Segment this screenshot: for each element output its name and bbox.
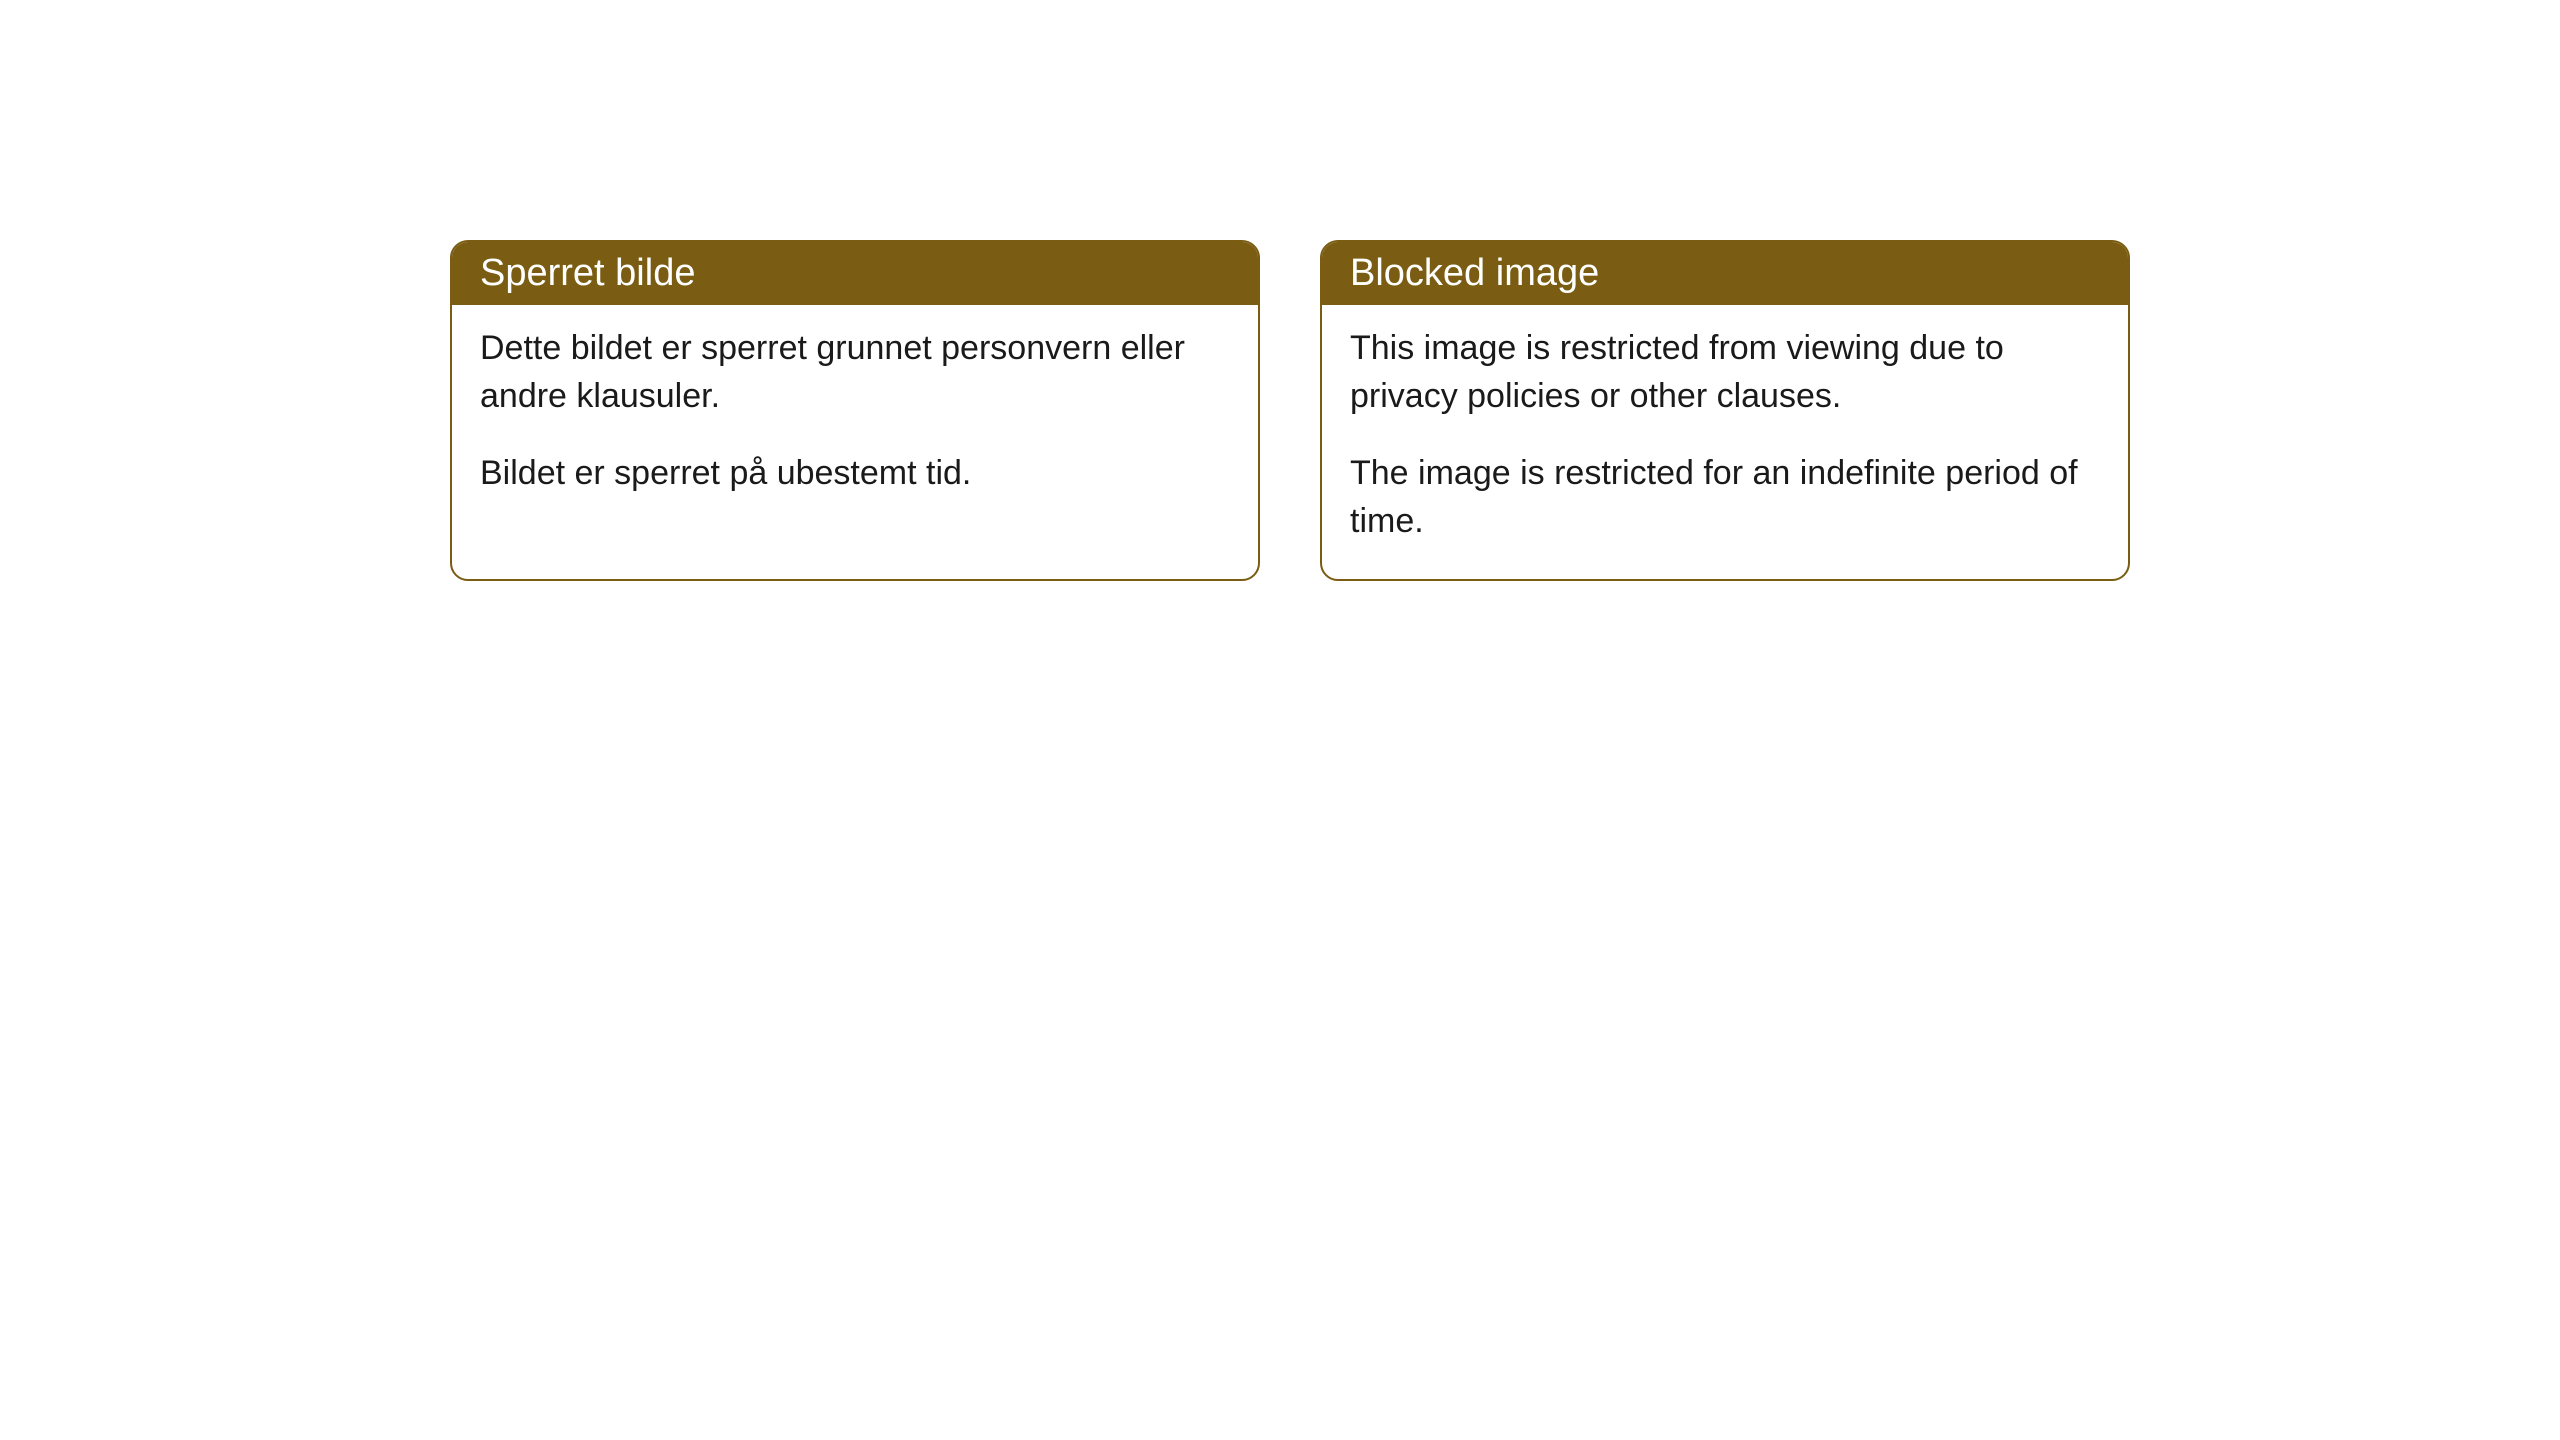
card-body-en: This image is restricted from viewing du… (1322, 305, 2128, 579)
card-text-no-2: Bildet er sperret på ubestemt tid. (480, 450, 1230, 498)
card-text-en-1: This image is restricted from viewing du… (1350, 325, 2100, 420)
blocked-image-card-no: Sperret bilde Dette bildet er sperret gr… (450, 240, 1260, 581)
notice-cards-container: Sperret bilde Dette bildet er sperret gr… (450, 240, 2130, 581)
card-text-en-2: The image is restricted for an indefinit… (1350, 450, 2100, 545)
blocked-image-card-en: Blocked image This image is restricted f… (1320, 240, 2130, 581)
card-header-en: Blocked image (1322, 242, 2128, 305)
card-text-no-1: Dette bildet er sperret grunnet personve… (480, 325, 1230, 420)
card-header-no: Sperret bilde (452, 242, 1258, 305)
card-body-no: Dette bildet er sperret grunnet personve… (452, 305, 1258, 532)
